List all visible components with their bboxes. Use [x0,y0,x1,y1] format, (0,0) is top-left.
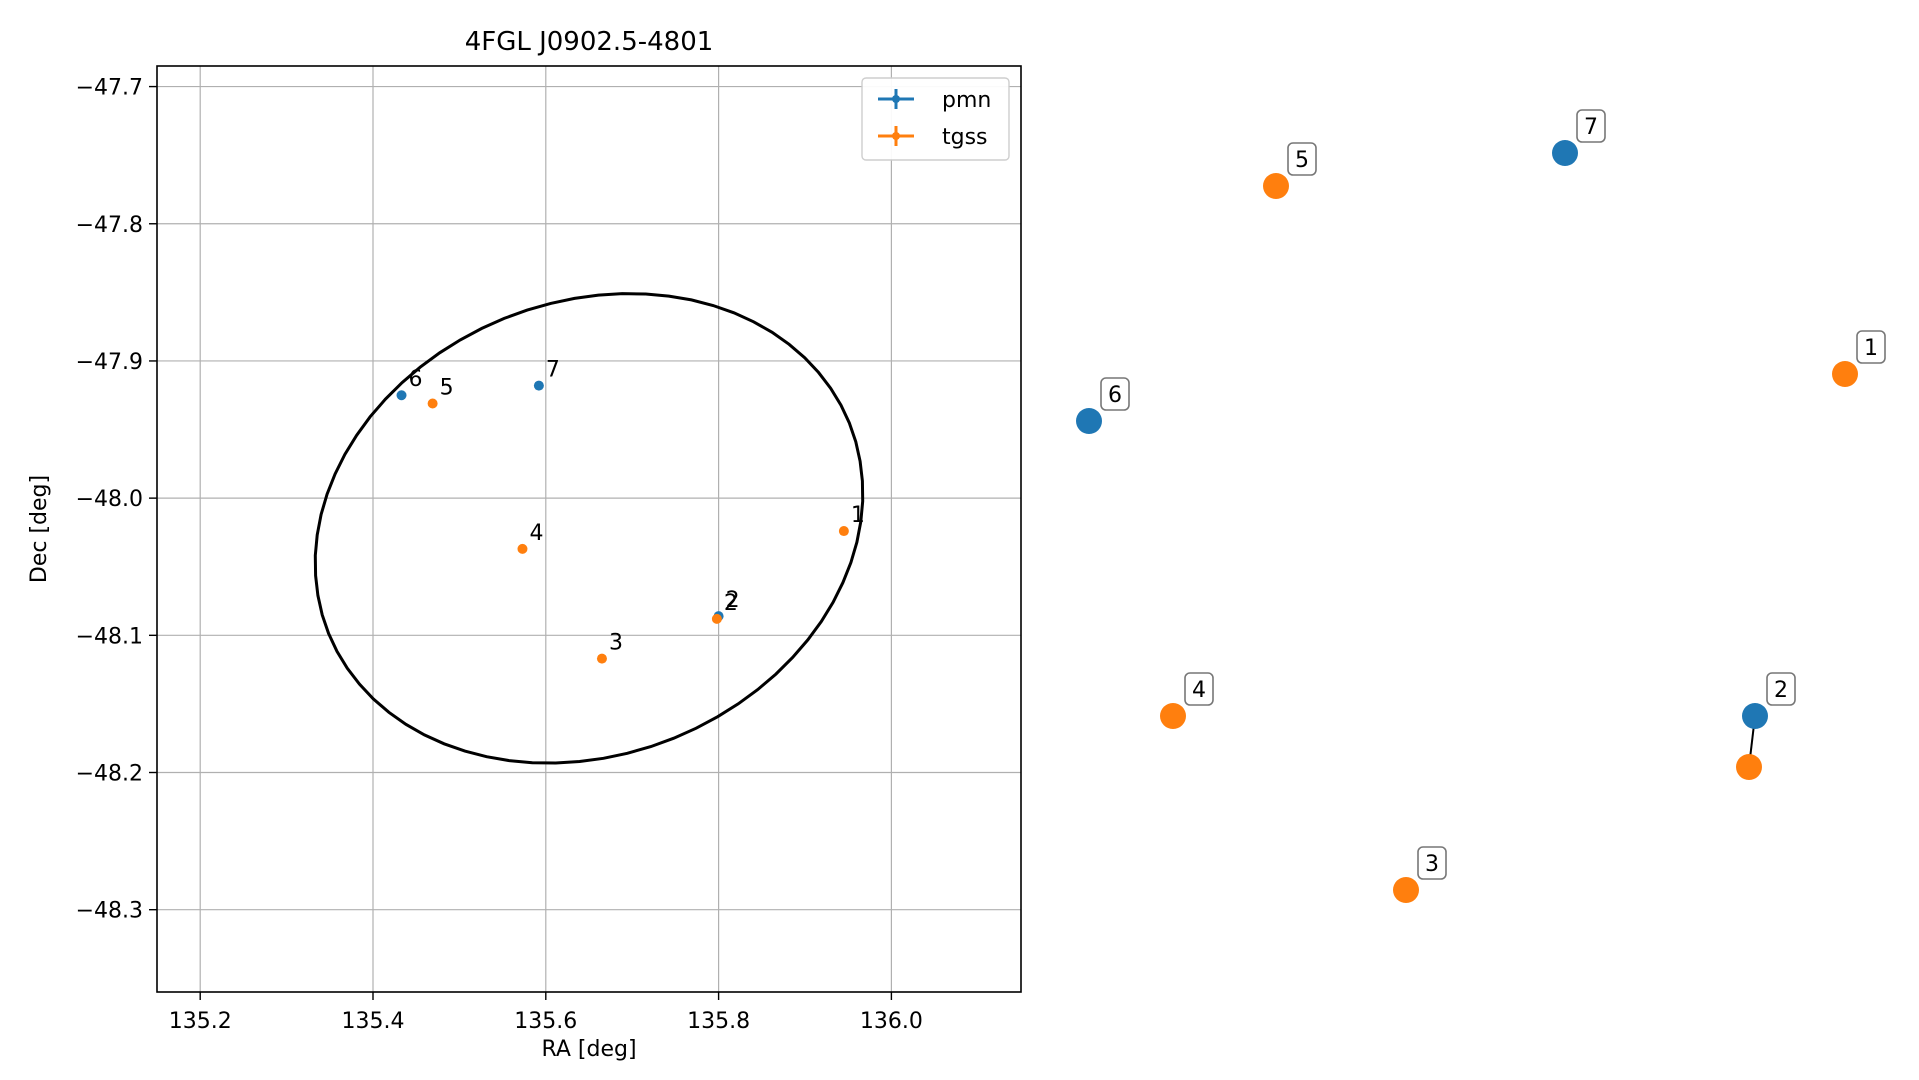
y-tick-label: −48.1 [76,624,143,649]
marker-label: 6 [1108,383,1122,408]
x-tick-label: 135.8 [687,1009,750,1034]
x-tick-label: 135.4 [342,1009,405,1034]
marker-label-box [1287,142,1317,176]
ticks-layer: 135.2 135.4 135.6 135.8 136.0 −47.7 −47.8 −47.9… [76,76,923,1034]
plot-frame [156,65,1022,993]
grid-layer [157,66,1021,992]
marker-label: 7 [1584,115,1598,140]
tgss-point-label: 5 [440,375,454,400]
pmn-point [533,380,544,391]
marker-label: 1 [1864,336,1878,361]
marker-label: 2 [1774,678,1788,703]
x-tick-label: 136.0 [860,1009,923,1034]
marker-label-box [1576,109,1606,143]
chart-title: 4FGL J0902.5-4801 [465,27,714,57]
x-tick-label: 135.2 [169,1009,232,1034]
y-axis-label: Dec [deg] [27,475,52,583]
y-tick-label: −47.9 [76,350,143,375]
tgss-point-label: 1 [851,503,865,528]
marker-label-box [1856,330,1886,364]
marker-label-box [1766,672,1796,706]
y-tick-label: −48.0 [76,487,143,512]
y-tick-label: −48.2 [76,762,143,787]
marker-label: 3 [1425,852,1439,877]
x-tick-label: 135.6 [514,1009,577,1034]
pmn-marker [1076,408,1102,434]
y-tick-label: −47.7 [76,76,143,101]
tgss-point [711,613,722,624]
y-tick-label: −47.8 [76,213,143,238]
tgss-marker [1160,703,1186,729]
tgss-marker [1393,877,1419,903]
pmn-point-label: 6 [409,367,423,392]
tgss-point-label: 2 [724,591,738,616]
tgss-point [517,543,528,554]
marker-label-box [1417,846,1447,880]
legend-marker-dot [892,132,900,140]
marker-label-box [1100,377,1130,411]
tgss-marker [1832,361,1858,387]
pmn-marker [1742,703,1768,729]
marker-label-box [1184,672,1214,706]
tgss-point [838,526,849,537]
marker-label: 5 [1295,148,1309,173]
tgss-point-label: 3 [609,631,623,656]
pmn-point-label: 7 [546,358,560,383]
error-ellipse [313,292,865,765]
y-tick-label: −48.3 [76,899,143,924]
separated-points-panel: 1 2 3 4 5 6 7 [1076,109,1886,903]
marker-label: 4 [1192,678,1206,703]
legend-marker-dot [892,95,900,103]
legend: pmn tgss [861,77,1010,161]
tgss-point [427,398,438,409]
x-axis-label: RA [deg] [541,1037,636,1062]
pmn-marker [1552,140,1578,166]
tgss-marker [1263,173,1289,199]
legend-label: pmn [942,88,991,113]
pmn-point [396,390,407,401]
tgss-point-label: 4 [529,521,543,546]
pmn-point-label: 2 [726,588,740,613]
legend-label: tgss [942,125,988,150]
tgss-marker [1736,754,1762,780]
tgss-point [596,653,607,664]
